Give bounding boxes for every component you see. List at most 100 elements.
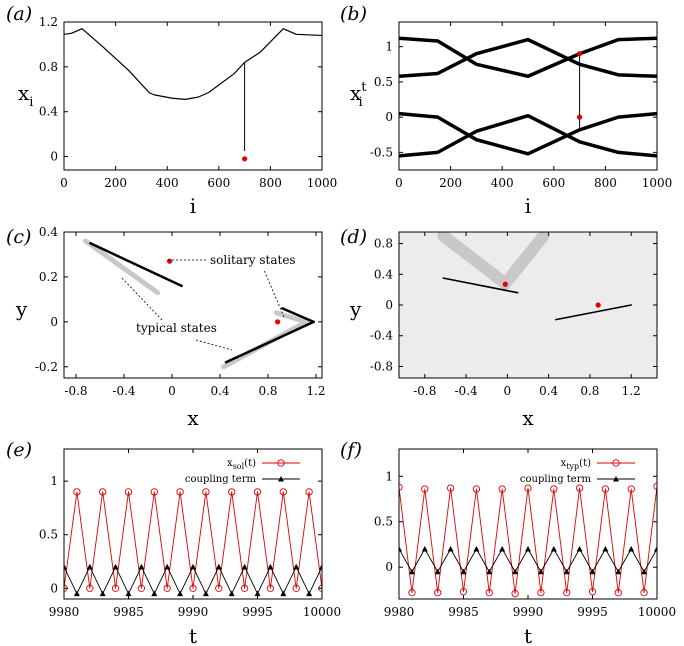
data-point <box>215 563 222 570</box>
x-tick-label: 400 <box>491 176 514 190</box>
panel-title: (f) <box>340 439 362 461</box>
data-point <box>498 485 506 493</box>
panel-b: 0 200 400 600 800 1000-0.500.51(b)ixt i <box>340 3 672 218</box>
data-point <box>550 546 557 552</box>
x-tick-label: 400 <box>156 176 179 190</box>
data-point <box>228 488 236 496</box>
data-point <box>240 584 249 592</box>
axes-frame <box>398 448 658 600</box>
series-line <box>555 304 633 321</box>
data-point <box>228 590 235 597</box>
series-line <box>64 566 322 595</box>
panel-title: (d) <box>340 226 367 248</box>
x-tick-label: 1.2 <box>306 384 325 398</box>
data-point <box>137 584 146 592</box>
data-point <box>253 488 262 496</box>
data-point <box>511 589 519 598</box>
data-point <box>73 488 81 496</box>
y-axis-label-main: x <box>18 81 30 105</box>
y-axis-label-sub: i <box>359 95 363 110</box>
data-point <box>627 485 635 493</box>
legend-label-coupling: coupling term <box>185 474 257 485</box>
panel-title: (e) <box>6 439 32 461</box>
x-tick-label: 9980 <box>384 605 415 619</box>
data-point <box>267 563 274 570</box>
series-line <box>399 113 657 158</box>
panel-title: (b) <box>340 3 367 25</box>
legend-swatch-marker <box>612 459 620 467</box>
y-tick-label: 1 <box>50 474 58 488</box>
x-tick-label: 800 <box>594 176 617 190</box>
data-point <box>473 546 480 552</box>
y-axis-label: y <box>15 297 28 321</box>
x-tick-label: 600 <box>207 176 230 190</box>
axes-frame <box>398 21 658 171</box>
x-tick-label: 200 <box>439 176 462 190</box>
data-point <box>189 584 197 592</box>
y-tick-label: 0 <box>50 581 58 595</box>
data-point <box>177 590 184 597</box>
x-tick-label: 0 <box>60 176 68 190</box>
x-tick-label: 0.8 <box>580 384 599 398</box>
data-point <box>421 485 429 493</box>
data-point <box>472 485 481 493</box>
panel-d: -0.8 -0.4 0 0.4 0.8 1.2 -0.8 -0.4 0 0.4 0.8 (d) x y <box>340 226 658 430</box>
data-point <box>266 584 275 592</box>
data-point <box>447 546 454 552</box>
plot-area-f <box>399 482 657 598</box>
x-tick-label: 1.2 <box>622 384 641 398</box>
legend-label-x: xtyp(t) <box>561 458 591 471</box>
solitary-point <box>577 51 583 57</box>
data-point <box>641 568 648 575</box>
data-point <box>615 568 622 575</box>
data-point <box>111 584 120 592</box>
data-point <box>499 546 506 552</box>
y-axis-label: xt i <box>350 80 367 110</box>
data-point <box>524 484 532 492</box>
y-tick-label: -0.5 <box>370 145 393 159</box>
y-tick-label: 0.5 <box>39 528 58 542</box>
data-point <box>486 568 493 575</box>
data-point <box>86 563 93 570</box>
series-line <box>83 238 161 296</box>
data-point <box>125 590 132 597</box>
x-tick-label: 9985 <box>448 605 479 619</box>
data-point <box>512 568 519 575</box>
y-axis-label: y <box>349 297 362 321</box>
data-point <box>280 590 287 597</box>
y-axis-label-sup: t <box>361 80 367 95</box>
x-tick-label: 10000 <box>638 605 676 619</box>
series-line <box>399 37 657 79</box>
data-point <box>202 488 210 496</box>
series-line <box>399 111 657 156</box>
plot-area-c <box>83 238 315 370</box>
data-point <box>164 563 171 570</box>
data-point <box>399 483 403 491</box>
y-tick-label: 0.5 <box>374 75 393 89</box>
plot-area-d <box>437 232 633 321</box>
series-line <box>437 232 512 290</box>
data-point <box>550 485 558 493</box>
series-line <box>224 320 315 364</box>
series-line <box>64 491 322 589</box>
series-line <box>399 36 657 79</box>
y-axis-label-main: y <box>349 297 362 321</box>
x-tick-label: 600 <box>542 176 565 190</box>
data-point <box>421 546 428 552</box>
data-point <box>589 568 596 575</box>
y-tick-label: 0.5 <box>374 515 393 529</box>
data-point <box>254 590 261 597</box>
data-point <box>305 488 313 496</box>
x-tick-label: 1000 <box>642 176 673 190</box>
y-tick-label: 0.2 <box>39 270 58 284</box>
y-tick-label: 0.8 <box>39 60 58 74</box>
panel-f: 9980 9985 9990 9995 10000 0 0.5 1 (f) t xtyp(t) cou… <box>340 439 676 646</box>
series-line <box>399 548 657 573</box>
x-tick-label: 10000 <box>303 605 341 619</box>
y-tick-label: 0 <box>385 110 393 124</box>
y-tick-label: -0.8 <box>370 359 393 373</box>
x-tick-label: 0.8 <box>258 384 277 398</box>
series-line <box>399 485 657 594</box>
data-point <box>434 588 442 597</box>
